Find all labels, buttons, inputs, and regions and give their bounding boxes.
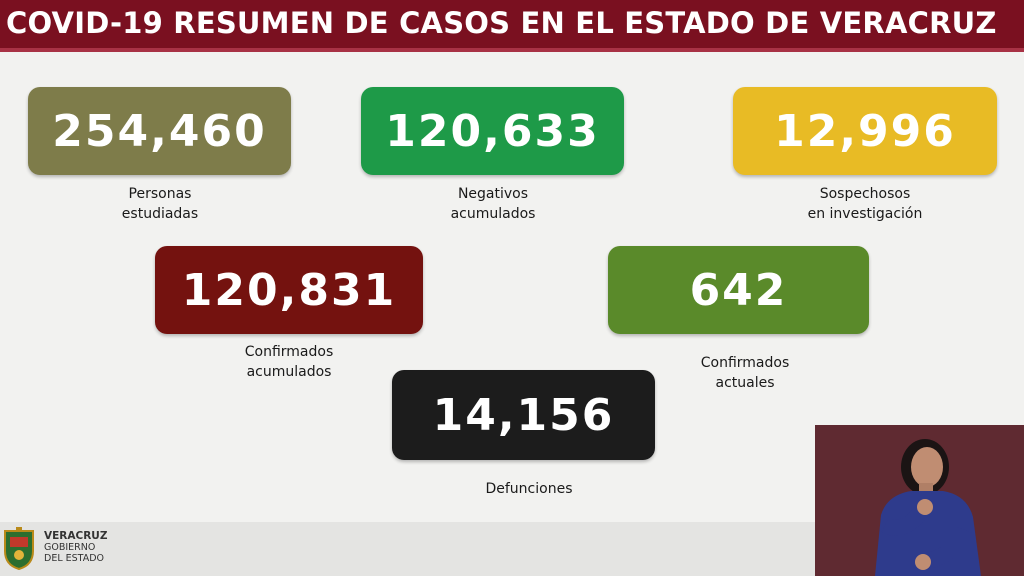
- confirmados-actuales-card: 642: [608, 246, 869, 334]
- sospechosos-label: Sospechosos en investigación: [765, 184, 965, 224]
- header-bar: COVID-19 RESUMEN DE CASOS EN EL ESTADO D…: [0, 0, 1024, 52]
- personas-estudiadas-card: 254,460: [28, 87, 291, 175]
- gov-line-3: DEL ESTADO: [44, 553, 105, 564]
- footer-bar: [0, 522, 815, 576]
- veracruz-coat-of-arms-icon: [2, 527, 36, 571]
- defunciones-label: Defunciones: [429, 479, 629, 499]
- confirmados-actuales-label-line-2: actuales: [715, 375, 775, 391]
- gov-line-1: VERACRUZ: [44, 530, 108, 542]
- personas-estudiadas-label: Personas estudiadas: [60, 184, 260, 224]
- page-title: COVID-19 RESUMEN DE CASOS EN EL ESTADO D…: [6, 6, 997, 40]
- negativos-label-line-2: acumulados: [450, 206, 536, 222]
- confirmados-acumulados-label-line-2: acumulados: [246, 364, 332, 380]
- confirmados-acumulados-card: 120,831: [155, 246, 423, 334]
- sospechosos-label-line-1: Sospechosos: [819, 186, 911, 202]
- header-divider: [0, 48, 1024, 52]
- personas-label-line-2: estudiadas: [121, 206, 199, 222]
- gov-line-2: GOBIERNO: [44, 542, 96, 553]
- negativos-label-line-1: Negativos: [457, 186, 529, 202]
- sospechosos-label-line-2: en investigación: [807, 206, 923, 222]
- defunciones-card: 14,156: [392, 370, 655, 460]
- confirmados-actuales-label-line-1: Confirmados: [700, 355, 790, 371]
- personas-label-line-1: Personas: [128, 186, 192, 202]
- confirmados-acumulados-label: Confirmados acumulados: [189, 342, 389, 382]
- sign-language-interpreter-video: [815, 425, 1024, 576]
- defunciones-label-line-1: Defunciones: [485, 481, 573, 497]
- confirmados-acumulados-label-line-1: Confirmados: [244, 344, 334, 360]
- government-wordmark: VERACRUZ GOBIERNO DEL ESTADO: [44, 530, 108, 565]
- negativos-acumulados-label: Negativos acumulados: [393, 184, 593, 224]
- confirmados-actuales-label: Confirmados actuales: [645, 353, 845, 393]
- negativos-acumulados-card: 120,633: [361, 87, 624, 175]
- sospechosos-card: 12,996: [733, 87, 997, 175]
